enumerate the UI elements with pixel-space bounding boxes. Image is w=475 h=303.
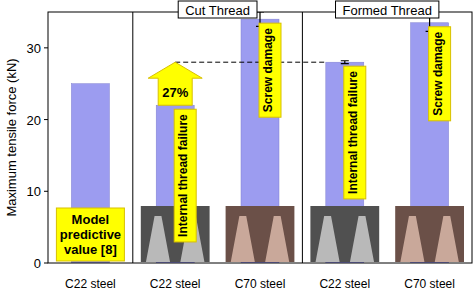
y-tick: [44, 47, 48, 48]
bar-label: Internal thread failure: [346, 71, 360, 194]
bars: [71, 12, 448, 263]
micrograph: [395, 206, 464, 262]
panel-title-box: [178, 1, 257, 18]
y-tick-label: 10: [27, 184, 41, 199]
x-tick-label: C22 steel: [319, 277, 370, 291]
bar-label-line: predictive: [60, 227, 121, 242]
bar-label: Screw damage: [431, 31, 445, 115]
x-tick-label: C22 steel: [150, 277, 201, 291]
micrograph-thread: [226, 216, 295, 262]
y-tick: [44, 191, 48, 192]
chart-svg: Cut Thread Formed Thread 27% Modelpredictiv…: [0, 0, 475, 303]
panel-title: Formed Thread: [343, 3, 432, 18]
increase-arrow: [148, 62, 202, 105]
arrow-label: 27%: [162, 85, 188, 100]
x-tick-label: C70 steel: [404, 277, 455, 291]
bar-label: Screw damage: [261, 28, 275, 112]
panel-title-box: [336, 1, 439, 18]
bar-label: Modelpredictivevalue [8]: [60, 212, 121, 257]
plot-frame: [48, 12, 472, 263]
micrograph: [226, 206, 295, 262]
bar-label: Internal thread failure: [176, 114, 190, 237]
y-axis-label: Maximum tensile force (kN): [4, 58, 19, 216]
panel-divider: [302, 12, 303, 263]
x-tick-label: C70 steel: [235, 277, 286, 291]
bar-label-box: [259, 23, 281, 117]
y-tick-label: 30: [27, 41, 41, 56]
bar-label-line: value [8]: [64, 242, 117, 257]
reference-line: [175, 62, 326, 63]
panel-title: Cut Thread: [185, 3, 250, 18]
chart-container: Cut Thread Formed Thread 27% Modelpredictiv…: [0, 0, 475, 303]
micrograph-thread: [310, 216, 379, 262]
x-tick-label: C22 steel: [65, 277, 116, 291]
micrograph: [310, 206, 379, 262]
y-tick-label: 20: [27, 113, 41, 128]
y-tick-label: 0: [34, 256, 41, 271]
bar-label-line: Model: [72, 212, 110, 227]
bar-label-box: [429, 27, 451, 121]
y-tick: [44, 263, 48, 264]
panel-divider: [132, 12, 133, 263]
bar-label-box: [56, 208, 124, 261]
bar-label-box: [174, 109, 196, 242]
error-bar: [341, 61, 349, 64]
bar-label-box: [344, 66, 366, 199]
micrograph-thread: [395, 216, 464, 262]
y-tick: [44, 119, 48, 120]
